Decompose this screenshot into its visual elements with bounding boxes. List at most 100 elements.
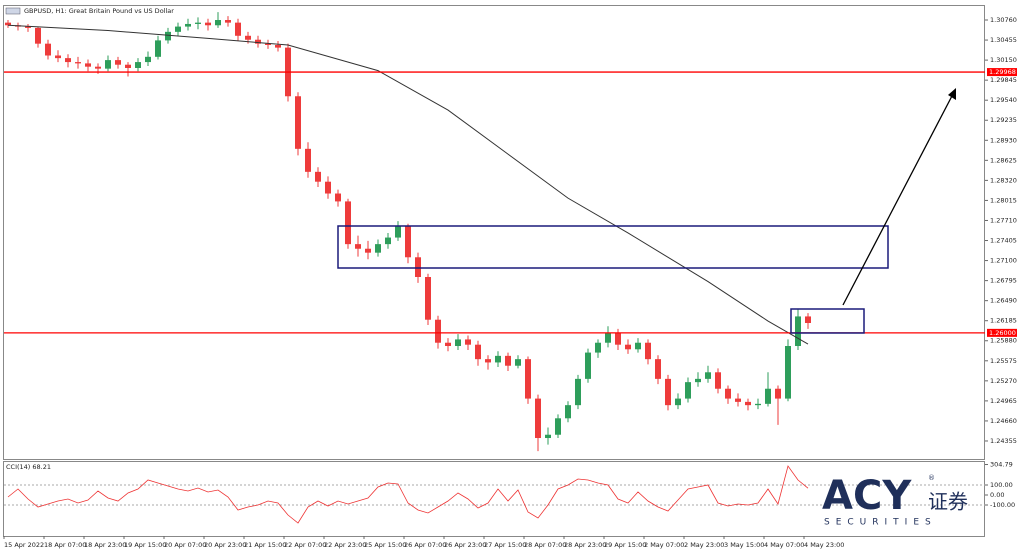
x-tick-label: 20 Apr 07:00 xyxy=(164,541,206,549)
candle-body xyxy=(35,27,41,44)
y-tick-label: 1.28320 xyxy=(990,176,1017,184)
candle-body xyxy=(265,43,271,45)
x-tick-label: 26 Apr 07:00 xyxy=(404,541,446,549)
x-tick-label: 19 Apr 15:00 xyxy=(124,541,166,549)
candle-body xyxy=(105,60,111,69)
indicator-tick-label: 304.79 xyxy=(990,461,1013,469)
candle-body xyxy=(625,344,631,350)
y-tick-label: 1.25880 xyxy=(990,337,1017,345)
candle-body xyxy=(445,342,451,347)
candle-body xyxy=(65,58,71,63)
x-tick-label: 2 May 23:00 xyxy=(684,541,724,549)
candle-body xyxy=(635,342,641,350)
logo-mark: ® xyxy=(928,474,935,482)
candle-body xyxy=(55,55,61,59)
candle-body xyxy=(325,181,331,194)
level-label-bg xyxy=(987,328,1017,337)
level-label-bg xyxy=(987,68,1017,77)
candle-body xyxy=(475,344,481,360)
candle-body xyxy=(565,405,571,419)
candle-body xyxy=(345,201,351,245)
candle-body xyxy=(195,22,201,24)
candle-body xyxy=(385,237,391,245)
x-tick-label: 25 Apr 15:00 xyxy=(364,541,406,549)
candle-body xyxy=(95,66,101,69)
candle-body xyxy=(685,382,691,399)
candle-body xyxy=(615,332,621,345)
candle-body xyxy=(5,22,11,26)
logo-cn: 证券 xyxy=(928,490,968,514)
indicator-label: CCI(14) 68.21 xyxy=(6,463,51,471)
x-tick-label: 29 Apr 15:00 xyxy=(604,541,646,549)
candle-body xyxy=(425,276,431,320)
candle-body xyxy=(765,388,771,404)
indicator-tick-label: 0.00 xyxy=(990,491,1004,499)
indicator-tick-label: -100.00 xyxy=(990,501,1015,509)
y-tick-label: 1.28625 xyxy=(990,156,1017,164)
arrow-head xyxy=(948,88,956,100)
candle-body xyxy=(185,23,191,27)
candle-body xyxy=(805,316,811,324)
candle-body xyxy=(395,226,401,238)
y-tick-label: 1.28015 xyxy=(990,196,1017,204)
candle-body xyxy=(495,355,501,363)
candle-body xyxy=(155,40,161,57)
candle-body xyxy=(715,372,721,389)
arrow-line xyxy=(842,93,954,306)
y-tick-label: 1.28930 xyxy=(990,136,1017,144)
x-tick-label: 18 Apr 07:00 xyxy=(44,541,86,549)
candle-body xyxy=(175,26,181,32)
y-tick-label: 1.26490 xyxy=(990,297,1017,305)
x-tick-label: 4 May 07:00 xyxy=(764,541,804,549)
candle-body xyxy=(775,388,781,399)
x-tick-label: 27 Apr 15:00 xyxy=(484,541,526,549)
candle-body xyxy=(585,352,591,379)
y-tick-label: 1.29235 xyxy=(990,116,1017,124)
candle-body xyxy=(435,319,441,343)
candle-body xyxy=(555,418,561,435)
candle-body xyxy=(725,388,731,399)
y-tick-label: 1.27100 xyxy=(990,257,1017,265)
x-tick-label: 18 Apr 23:00 xyxy=(84,541,126,549)
y-tick-label: 1.29845 xyxy=(990,76,1017,84)
y-tick-label: 1.25575 xyxy=(990,357,1017,365)
candle-body xyxy=(735,398,741,402)
candle-body xyxy=(275,44,281,48)
logo-sub: SECURITIES xyxy=(824,518,937,528)
candle-body xyxy=(355,244,361,249)
candle-body xyxy=(745,401,751,406)
candle-body xyxy=(465,339,471,345)
candle-body xyxy=(575,378,581,406)
candle-body xyxy=(75,62,81,64)
candle-body xyxy=(535,398,541,439)
range-box xyxy=(337,225,889,269)
y-tick-label: 1.24965 xyxy=(990,397,1017,405)
candle-body xyxy=(415,257,421,277)
candle-body xyxy=(605,332,611,343)
candle-body xyxy=(485,359,491,363)
candle-body xyxy=(255,39,261,44)
candle-body xyxy=(135,62,141,68)
candle-body xyxy=(145,56,151,63)
x-tick-label: 22 Apr 07:00 xyxy=(284,541,326,549)
level-label: 1.26000 xyxy=(989,329,1016,337)
candle-body xyxy=(115,60,121,65)
candle-body xyxy=(525,359,531,399)
candle-body xyxy=(125,64,131,68)
level-label: 1.29968 xyxy=(989,68,1016,76)
breakout-box xyxy=(790,308,865,334)
logo-brand: ACY xyxy=(822,473,912,519)
y-tick-label: 1.26795 xyxy=(990,277,1017,285)
y-tick-label: 1.29540 xyxy=(990,96,1017,104)
candle-body xyxy=(655,359,661,379)
candle-body xyxy=(235,22,241,36)
x-tick-label: 22 Apr 23:00 xyxy=(324,541,366,549)
x-tick-label: 2 May 07:00 xyxy=(644,541,684,549)
candle-body xyxy=(405,226,411,258)
x-tick-label: 21 Apr 15:00 xyxy=(244,541,286,549)
candle-body xyxy=(505,355,511,366)
candle-body xyxy=(755,403,761,406)
candle-body xyxy=(245,35,251,40)
candle-body xyxy=(545,434,551,439)
